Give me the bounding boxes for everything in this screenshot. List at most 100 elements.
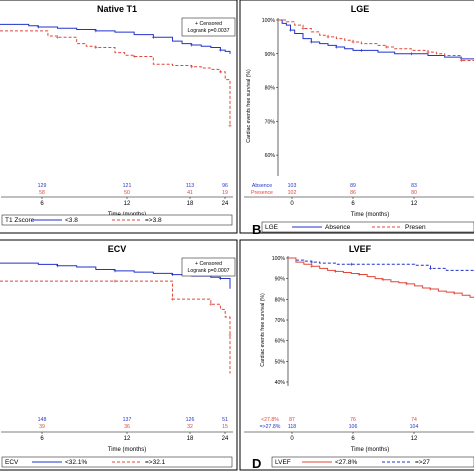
y-tick-label: 60% <box>265 153 276 159</box>
y-tick-label: 50% <box>275 359 286 365</box>
panel-frame <box>239 0 474 234</box>
legend-title: ECV <box>5 459 19 466</box>
censor-mark-0 <box>171 273 174 277</box>
panel-frame <box>0 239 238 471</box>
censor-mark-1 <box>452 291 456 295</box>
series-line-0 <box>288 257 474 271</box>
risk-count: 113 <box>186 183 194 189</box>
y-tick-label: 100% <box>272 256 286 262</box>
risk-count: 126 <box>186 417 195 423</box>
legend-title: T1 Zscore <box>5 217 35 224</box>
x-axis-label: Time (months) <box>351 447 389 453</box>
risk-count: 87 <box>289 417 295 423</box>
stats-legend-box <box>181 257 236 277</box>
censor-mark-1 <box>209 302 213 306</box>
censor-mark-0 <box>113 269 117 273</box>
risk-count: 89 <box>350 183 356 189</box>
censor-mark-0 <box>289 28 292 32</box>
censor-mark-1 <box>171 297 174 301</box>
panel-d: LVEF 100% 90% 80% 70% 60% 50% 40% Cardiac events… <box>239 239 474 471</box>
risk-count: 86 <box>350 190 356 196</box>
legend-item-label: =>32.1 <box>145 459 166 466</box>
censor-mark-1 <box>459 59 463 63</box>
risk-count: 58 <box>39 190 45 196</box>
panel-title: LVEF <box>349 244 372 254</box>
risk-count: 19 <box>222 190 228 196</box>
legend-title: LVEF <box>275 459 291 466</box>
censor-mark-1 <box>429 287 432 291</box>
x-tick-label: 0 <box>290 201 294 207</box>
risk-row-label: =>27.8% <box>260 424 281 430</box>
x-tick-label: 24 <box>222 201 229 207</box>
y-tick-label: 80% <box>275 297 286 303</box>
censor-mark-1 <box>113 279 117 283</box>
panel-b: LGE 100% 90% 80% 70% 60% Cardiac events free s… <box>239 0 474 237</box>
legend-item-label: <3.8 <box>65 217 78 224</box>
panel-c: ECV 6 12 18 24 Time (months) + CensoredLogrank… <box>0 239 238 471</box>
legend-item-label: =>27 <box>415 459 430 466</box>
censor-mark-0 <box>309 40 313 44</box>
legend-row-box <box>271 456 474 468</box>
legend-item-label: Presen <box>405 224 426 231</box>
censor-mark-1 <box>334 269 337 273</box>
risk-count: 118 <box>288 424 296 430</box>
censor-mark-1 <box>218 70 222 74</box>
censor-mark-1 <box>381 278 385 282</box>
legend-item-label: Absence <box>325 224 351 231</box>
censor-mark-1 <box>357 273 361 277</box>
logrank-pvalue: Logrank p=0.0037 <box>188 28 230 34</box>
risk-count: 102 <box>288 190 297 196</box>
y-tick-label: 90% <box>265 52 276 58</box>
risk-row-label: Presence <box>251 190 273 196</box>
x-tick-label: 6 <box>40 436 44 442</box>
censor-mark-0 <box>349 262 353 266</box>
censor-mark-0 <box>56 264 59 268</box>
x-tick-label: 12 <box>124 201 131 207</box>
risk-count: 96 <box>222 183 228 189</box>
y-tick-label: 90% <box>275 277 286 283</box>
x-tick-label: 12 <box>124 436 131 442</box>
censor-mark-1 <box>228 124 232 128</box>
risk-count: 74 <box>411 417 417 423</box>
series-line-1 <box>288 257 474 298</box>
censor-mark-1 <box>384 45 388 49</box>
panel-title: Native T1 <box>97 4 137 14</box>
x-tick-label: 18 <box>187 201 194 207</box>
censored-label: + Censored <box>195 21 222 27</box>
risk-count: 83 <box>411 183 417 189</box>
risk-row-label: Absence <box>252 183 272 189</box>
censor-mark-1 <box>310 264 314 268</box>
x-tick-label: 12 <box>411 201 418 207</box>
censor-mark-0 <box>409 52 413 56</box>
censor-mark-0 <box>359 48 363 52</box>
censor-mark-0 <box>429 266 432 270</box>
censor-mark-1 <box>326 35 330 39</box>
censor-mark-0 <box>334 45 338 49</box>
panel-frame <box>239 239 474 471</box>
censor-mark-1 <box>351 40 355 44</box>
x-axis-label: Time (months) <box>351 212 389 218</box>
censor-mark-0 <box>218 277 222 281</box>
risk-count: 103 <box>288 183 297 189</box>
risk-count: 148 <box>38 417 47 423</box>
risk-count: 104 <box>410 424 419 430</box>
censor-mark-1 <box>94 46 98 50</box>
censored-label: + Censored <box>195 261 222 267</box>
panel-letter: B <box>252 222 261 237</box>
risk-count: 36 <box>124 424 130 430</box>
legend-title: LGE <box>265 224 279 231</box>
y-tick-label: 80% <box>265 86 276 92</box>
x-tick-label: 18 <box>187 436 194 442</box>
series-line-1 <box>278 19 474 62</box>
y-tick-label: 70% <box>275 318 286 324</box>
x-tick-label: 6 <box>351 436 355 442</box>
legend-item-label: <32.1% <box>65 459 87 466</box>
series-line-1 <box>0 30 231 126</box>
risk-count: 76 <box>350 417 356 423</box>
risk-row-label: <27.8% <box>261 417 279 423</box>
risk-count: 121 <box>123 183 132 189</box>
legend-item-label: <27.8% <box>335 459 357 466</box>
risk-count: 41 <box>187 190 193 196</box>
panel-title: ECV <box>108 244 127 254</box>
risk-count: 80 <box>411 190 417 196</box>
